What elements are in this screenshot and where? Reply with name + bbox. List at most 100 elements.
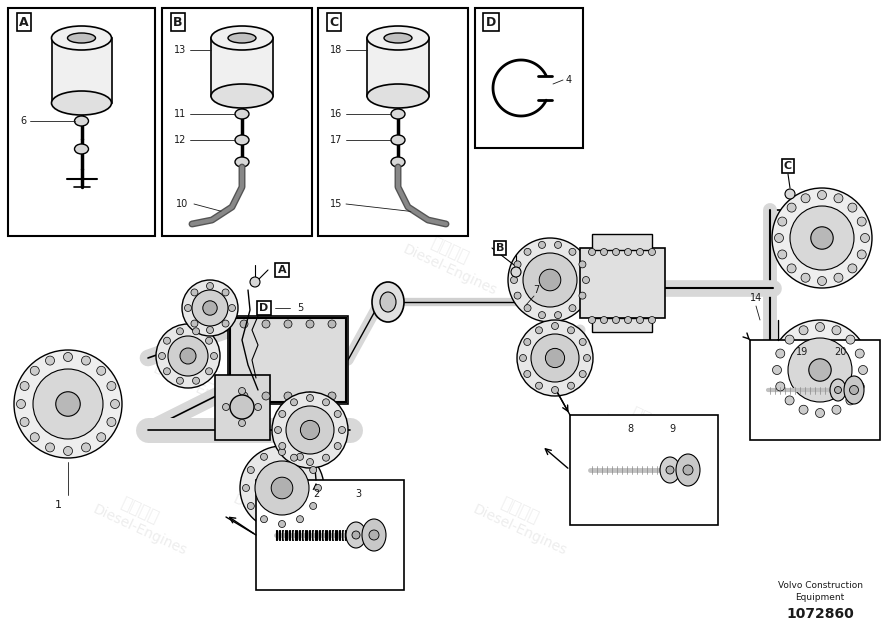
Circle shape	[582, 277, 589, 284]
Circle shape	[773, 365, 781, 374]
Bar	[770, 340, 825, 388]
Circle shape	[107, 418, 116, 426]
Circle shape	[191, 289, 198, 296]
Circle shape	[832, 405, 841, 415]
Text: 14: 14	[750, 293, 762, 303]
Circle shape	[191, 320, 198, 327]
Circle shape	[649, 316, 656, 323]
Text: 5: 5	[297, 303, 303, 313]
Ellipse shape	[52, 26, 111, 50]
Circle shape	[846, 335, 855, 344]
Circle shape	[846, 396, 855, 405]
Circle shape	[279, 521, 286, 528]
Circle shape	[82, 356, 91, 365]
Circle shape	[230, 395, 254, 419]
Ellipse shape	[346, 522, 366, 548]
Circle shape	[328, 320, 336, 328]
Circle shape	[538, 242, 546, 248]
Circle shape	[799, 326, 808, 335]
Circle shape	[778, 250, 787, 259]
Circle shape	[636, 248, 643, 255]
Circle shape	[279, 442, 286, 450]
Circle shape	[17, 399, 26, 408]
Circle shape	[683, 465, 693, 475]
Circle shape	[568, 382, 575, 389]
Bar	[162, 8, 312, 236]
Ellipse shape	[75, 144, 88, 154]
Circle shape	[290, 454, 297, 461]
Text: 紫发动力: 紫发动力	[118, 493, 162, 526]
Circle shape	[578, 261, 586, 268]
Circle shape	[255, 403, 262, 411]
Circle shape	[815, 408, 824, 418]
Circle shape	[514, 292, 521, 299]
Text: Equipment: Equipment	[796, 593, 845, 601]
Bar	[592, 318, 652, 332]
Circle shape	[787, 264, 796, 273]
Circle shape	[834, 273, 843, 282]
Circle shape	[776, 349, 785, 358]
Circle shape	[301, 420, 320, 440]
Circle shape	[63, 447, 72, 455]
Circle shape	[801, 194, 810, 203]
Circle shape	[811, 227, 833, 249]
Circle shape	[601, 316, 608, 323]
Circle shape	[511, 267, 521, 277]
Circle shape	[284, 392, 292, 400]
Circle shape	[859, 365, 868, 374]
Ellipse shape	[380, 292, 396, 312]
Circle shape	[524, 370, 530, 377]
Circle shape	[279, 411, 286, 418]
Circle shape	[785, 335, 794, 344]
Circle shape	[158, 352, 166, 360]
Circle shape	[818, 191, 827, 199]
Circle shape	[240, 446, 324, 530]
Circle shape	[508, 238, 592, 322]
Ellipse shape	[228, 33, 256, 43]
Circle shape	[338, 426, 345, 433]
Circle shape	[82, 443, 91, 452]
Circle shape	[240, 392, 248, 400]
Text: 紫发动力: 紫发动力	[178, 353, 222, 387]
Bar	[228, 316, 348, 404]
Text: Diesel-Engines: Diesel-Engines	[601, 412, 700, 468]
Circle shape	[531, 334, 579, 382]
Ellipse shape	[235, 135, 249, 145]
Text: 19: 19	[796, 347, 808, 357]
Circle shape	[192, 377, 199, 384]
Text: 2: 2	[313, 489, 320, 499]
Circle shape	[247, 503, 255, 509]
Bar	[475, 8, 583, 148]
Circle shape	[306, 459, 313, 465]
Text: 7: 7	[533, 285, 539, 295]
Circle shape	[180, 348, 196, 364]
Circle shape	[601, 248, 608, 255]
Circle shape	[97, 433, 106, 442]
Ellipse shape	[367, 84, 429, 108]
Circle shape	[30, 433, 39, 442]
Circle shape	[110, 399, 119, 408]
Circle shape	[588, 248, 595, 255]
Circle shape	[524, 248, 531, 255]
Circle shape	[774, 233, 783, 243]
Ellipse shape	[830, 379, 846, 401]
Circle shape	[335, 411, 341, 418]
Circle shape	[536, 382, 543, 389]
Text: 12: 12	[174, 135, 186, 145]
Circle shape	[229, 304, 236, 311]
Circle shape	[799, 405, 808, 415]
Circle shape	[815, 323, 824, 331]
Circle shape	[546, 348, 564, 367]
Circle shape	[857, 217, 866, 226]
Text: D: D	[259, 303, 269, 313]
Circle shape	[192, 328, 199, 335]
Circle shape	[290, 399, 297, 406]
Ellipse shape	[211, 84, 273, 108]
Circle shape	[168, 336, 208, 376]
Circle shape	[250, 277, 260, 287]
Text: 紫发动力: 紫发动力	[498, 493, 542, 526]
Circle shape	[63, 352, 72, 362]
Circle shape	[261, 516, 268, 523]
Circle shape	[206, 337, 213, 344]
Circle shape	[788, 338, 852, 402]
